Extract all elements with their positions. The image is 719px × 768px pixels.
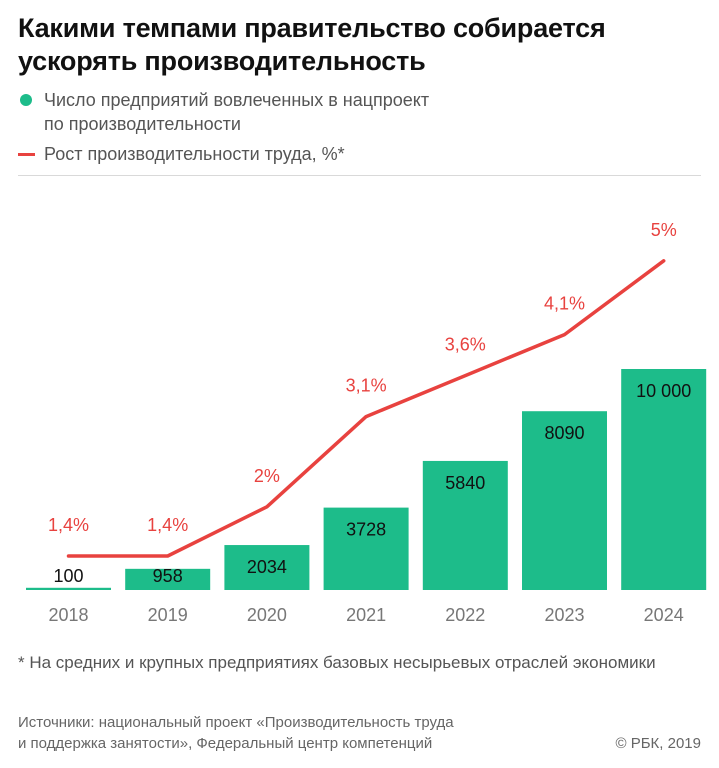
bar-label-2019: 958 [153, 566, 183, 586]
legend-bar-marker [20, 94, 32, 106]
bar-label-2023: 8090 [544, 423, 584, 443]
x-tick-2020: 2020 [247, 605, 287, 625]
bar-2023 [522, 411, 607, 590]
footnote: * На средних и крупных предприятиях базо… [18, 653, 656, 672]
x-tick-2019: 2019 [148, 605, 188, 625]
copyright: © РБК, 2019 [615, 735, 701, 752]
line-label-2023: 4,1% [544, 294, 585, 314]
line-label-2022: 3,6% [445, 335, 486, 355]
bar-2018 [26, 587, 111, 590]
legend-bars-label-line2: по производительности [44, 114, 241, 134]
x-tick-2024: 2024 [644, 605, 684, 625]
axis-layer: 2018 2019 2020 2021 2022 2023 2024 [48, 605, 683, 625]
line-layer: 1,4% 1,4% 2% 3,1% 3,6% 4,1% 5% [48, 220, 677, 558]
x-tick-2022: 2022 [445, 605, 485, 625]
chart-area: 100 958 2034 3728 5840 8090 10 000 1,4% 1,4% 2% 3… [26, 220, 707, 625]
productivity-line [66, 259, 666, 558]
bar-label-2024: 10 000 [636, 381, 691, 401]
bar-label-2021: 3728 [346, 520, 386, 540]
legend-line-label: Рост производительности труда, %* [44, 144, 345, 164]
bar-2022 [422, 460, 508, 590]
chart-title: Какими темпами правительство собирается … [18, 13, 606, 76]
bar-label-2018: 100 [53, 566, 83, 586]
line-label-2018: 1,4% [48, 515, 89, 535]
legend-line-marker [18, 153, 35, 156]
legend-divider [18, 175, 701, 176]
bar-2019 [125, 568, 211, 590]
x-tick-2021: 2021 [346, 605, 386, 625]
x-tick-2023: 2023 [544, 605, 584, 625]
x-tick-2018: 2018 [48, 605, 88, 625]
sources: Источники: национальный проект «Производ… [18, 712, 578, 754]
bar-2020 [224, 545, 310, 590]
line-label-2020: 2% [254, 466, 280, 486]
sources-line1: Источники: национальный проект «Производ… [18, 714, 454, 731]
bar-label-2022: 5840 [445, 473, 485, 493]
legend-bars: Число предприятий вовлеченных в нацпроек… [18, 88, 698, 136]
line-label-2021: 3,1% [346, 376, 387, 396]
bar-2024 [621, 369, 707, 590]
bar-label-2020: 2034 [247, 557, 287, 577]
line-label-2024: 5% [651, 220, 677, 240]
legend-line: Рост производительности труда, %* [18, 142, 698, 166]
bar-2021 [323, 507, 409, 590]
bars-layer: 100 958 2034 3728 5840 8090 10 000 [26, 369, 707, 590]
legend-bars-label-line1: Число предприятий вовлеченных в нацпроек… [44, 90, 430, 110]
line-label-2019: 1,4% [147, 515, 188, 535]
sources-line2: и поддержка занятости», Федеральный цент… [18, 735, 433, 752]
